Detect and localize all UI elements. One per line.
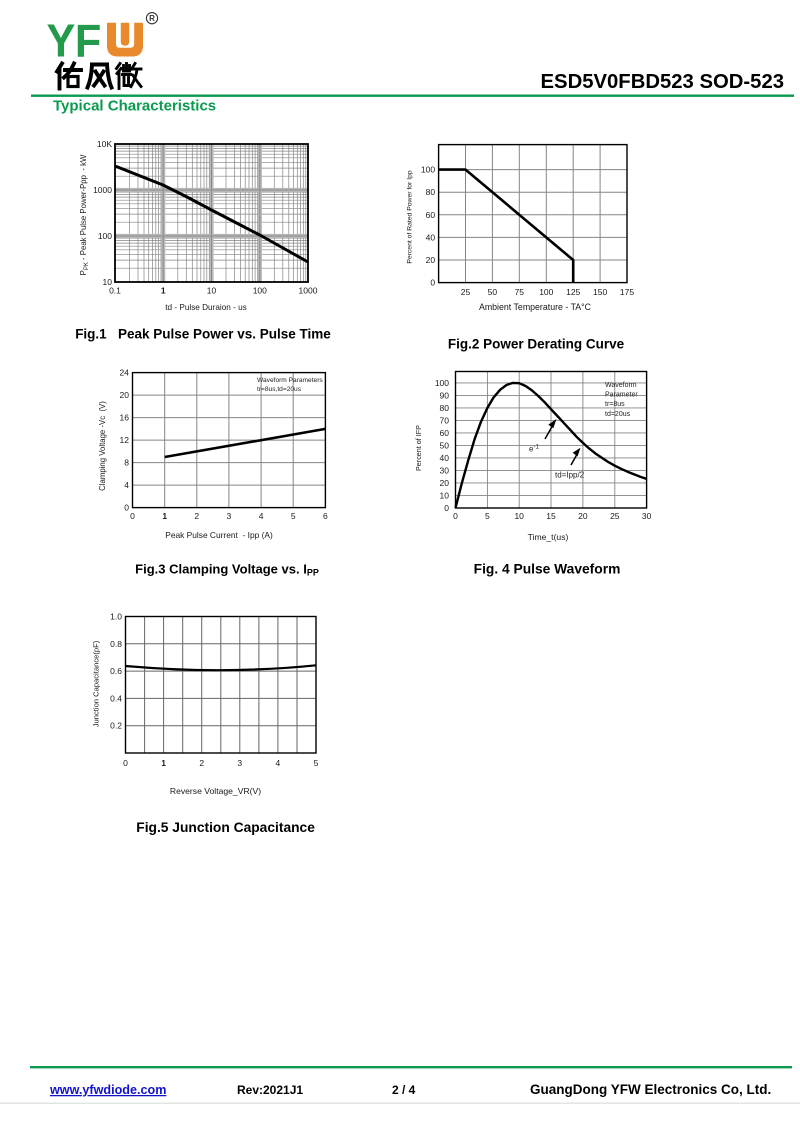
svg-text:Time_t(us): Time_t(us) <box>528 532 569 542</box>
svg-text:80: 80 <box>440 403 450 413</box>
svg-text:td - Pulse Duraion - us: td - Pulse Duraion - us <box>165 303 246 312</box>
svg-text:Percent of IFP: Percent of IFP <box>414 425 423 471</box>
svg-text:1: 1 <box>162 511 167 521</box>
svg-text:www.yfwdiode.com: www.yfwdiode.com <box>49 1083 166 1097</box>
svg-text:Peak Pulse Current - Ipp (A): Peak Pulse Current - Ipp (A) <box>165 530 273 540</box>
svg-text:12: 12 <box>120 435 130 445</box>
svg-text:40: 40 <box>426 232 436 242</box>
svg-text:3: 3 <box>237 758 242 768</box>
svg-text:0.4: 0.4 <box>110 693 122 703</box>
svg-text:100: 100 <box>421 165 435 175</box>
svg-text:5: 5 <box>291 511 296 521</box>
svg-text:Fig. 4 Pulse Waveform: Fig. 4 Pulse Waveform <box>474 562 621 577</box>
svg-text:10: 10 <box>440 490 450 500</box>
svg-text:100: 100 <box>435 378 449 388</box>
svg-text:1000: 1000 <box>93 185 112 195</box>
svg-text:YF: YF <box>47 14 101 67</box>
svg-text:Rev:2021J1: Rev:2021J1 <box>237 1083 303 1097</box>
svg-text:Parameter: Parameter <box>605 392 638 399</box>
svg-text:Fig.3 Clamping Voltage vs. IPP: Fig.3 Clamping Voltage vs. IPP <box>135 562 319 578</box>
svg-text:1000: 1000 <box>299 286 318 296</box>
svg-text:2: 2 <box>199 758 204 768</box>
svg-text:70: 70 <box>440 415 450 425</box>
svg-text:PPK - Peak Pulse Power-Ppp -: PPK - Peak Pulse Power-Ppp - kW <box>79 154 90 275</box>
svg-text:tr=8us,td=20us: tr=8us,td=20us <box>257 386 302 393</box>
svg-text:20: 20 <box>578 511 588 521</box>
svg-text:150: 150 <box>593 287 607 297</box>
svg-text:125: 125 <box>566 287 580 297</box>
svg-text:tr=8us: tr=8us <box>605 401 625 408</box>
svg-text:10K: 10K <box>97 139 112 149</box>
svg-text:GuangDong YFW Electronics Co,: GuangDong YFW Electronics Co, Ltd. <box>530 1082 771 1097</box>
svg-text:5: 5 <box>314 758 319 768</box>
svg-text:90: 90 <box>440 390 450 400</box>
svg-text:Clamping Voltage -Vc (V): Clamping Voltage -Vc (V) <box>98 401 107 491</box>
svg-text:ESD5V0FBD523 SOD-523: ESD5V0FBD523 SOD-523 <box>541 71 784 93</box>
svg-text:20: 20 <box>440 478 450 488</box>
svg-text:0: 0 <box>124 503 129 513</box>
svg-text:4: 4 <box>276 758 281 768</box>
svg-text:0.8: 0.8 <box>110 639 122 649</box>
svg-text:R: R <box>149 14 155 23</box>
svg-text:4: 4 <box>124 480 129 490</box>
svg-text:40: 40 <box>440 453 450 463</box>
svg-text:td=Ipp/2: td=Ipp/2 <box>555 471 585 480</box>
svg-text:15: 15 <box>546 511 556 521</box>
svg-text:60: 60 <box>426 210 436 220</box>
svg-text:Fig.2 Power Derating Curve: Fig.2 Power Derating Curve <box>448 337 625 352</box>
svg-text:1.0: 1.0 <box>110 612 122 622</box>
svg-text:Reverse Voltage_VR(V): Reverse Voltage_VR(V) <box>170 786 261 796</box>
svg-text:30: 30 <box>642 511 652 521</box>
svg-text:100: 100 <box>253 286 267 296</box>
svg-text:0: 0 <box>123 758 128 768</box>
svg-text:Fig.5 Junction Capacitance: Fig.5 Junction Capacitance <box>136 820 315 835</box>
svg-text:8: 8 <box>124 458 129 468</box>
svg-text:10: 10 <box>514 511 524 521</box>
svg-text:175: 175 <box>620 287 634 297</box>
svg-text:Waveform: Waveform <box>605 382 637 389</box>
svg-text:5: 5 <box>485 511 490 521</box>
svg-text:20: 20 <box>426 255 436 265</box>
svg-text:80: 80 <box>426 187 436 197</box>
svg-text:6: 6 <box>323 511 328 521</box>
svg-text:0: 0 <box>430 278 435 288</box>
svg-text:0: 0 <box>453 511 458 521</box>
svg-text:10: 10 <box>207 286 217 296</box>
svg-text:10: 10 <box>103 277 113 287</box>
svg-text:2: 2 <box>194 511 199 521</box>
svg-text:0.6: 0.6 <box>110 666 122 676</box>
svg-text:3: 3 <box>227 511 232 521</box>
svg-text:2 / 4: 2 / 4 <box>392 1083 416 1097</box>
svg-text:50: 50 <box>440 440 450 450</box>
svg-text:0.1: 0.1 <box>109 286 121 296</box>
svg-text:24: 24 <box>120 368 130 378</box>
svg-text:td=20us: td=20us <box>605 411 631 418</box>
svg-text:0: 0 <box>444 503 449 513</box>
svg-text:75: 75 <box>515 287 525 297</box>
svg-text:Waveform Parameters: Waveform Parameters <box>257 377 323 384</box>
svg-text:30: 30 <box>440 465 450 475</box>
svg-text:e-1: e-1 <box>529 445 539 454</box>
svg-text:4: 4 <box>259 511 264 521</box>
svg-text:100: 100 <box>539 287 553 297</box>
svg-text:1: 1 <box>161 758 166 768</box>
svg-text:Fig.1 Peak Pulse Power vs. P: Fig.1 Peak Pulse Power vs. Pulse Time <box>75 327 331 342</box>
svg-text:100: 100 <box>98 231 112 241</box>
svg-text:25: 25 <box>610 511 620 521</box>
svg-text:Percent of Rated Power for Ipp: Percent of Rated Power for Ipp <box>407 170 414 264</box>
svg-text:60: 60 <box>440 428 450 438</box>
svg-text:0: 0 <box>130 511 135 521</box>
svg-text:Junction Capacitance(pF): Junction Capacitance(pF) <box>92 640 101 727</box>
svg-text:1: 1 <box>161 286 166 296</box>
svg-text:Typical Characteristics: Typical Characteristics <box>53 98 216 115</box>
svg-text:25: 25 <box>461 287 471 297</box>
svg-text:50: 50 <box>488 287 498 297</box>
svg-text:Ambient Temperature - TA°C: Ambient Temperature - TA°C <box>479 302 592 312</box>
svg-text:16: 16 <box>120 413 130 423</box>
svg-text:20: 20 <box>120 390 130 400</box>
svg-text:0.2: 0.2 <box>110 721 122 731</box>
